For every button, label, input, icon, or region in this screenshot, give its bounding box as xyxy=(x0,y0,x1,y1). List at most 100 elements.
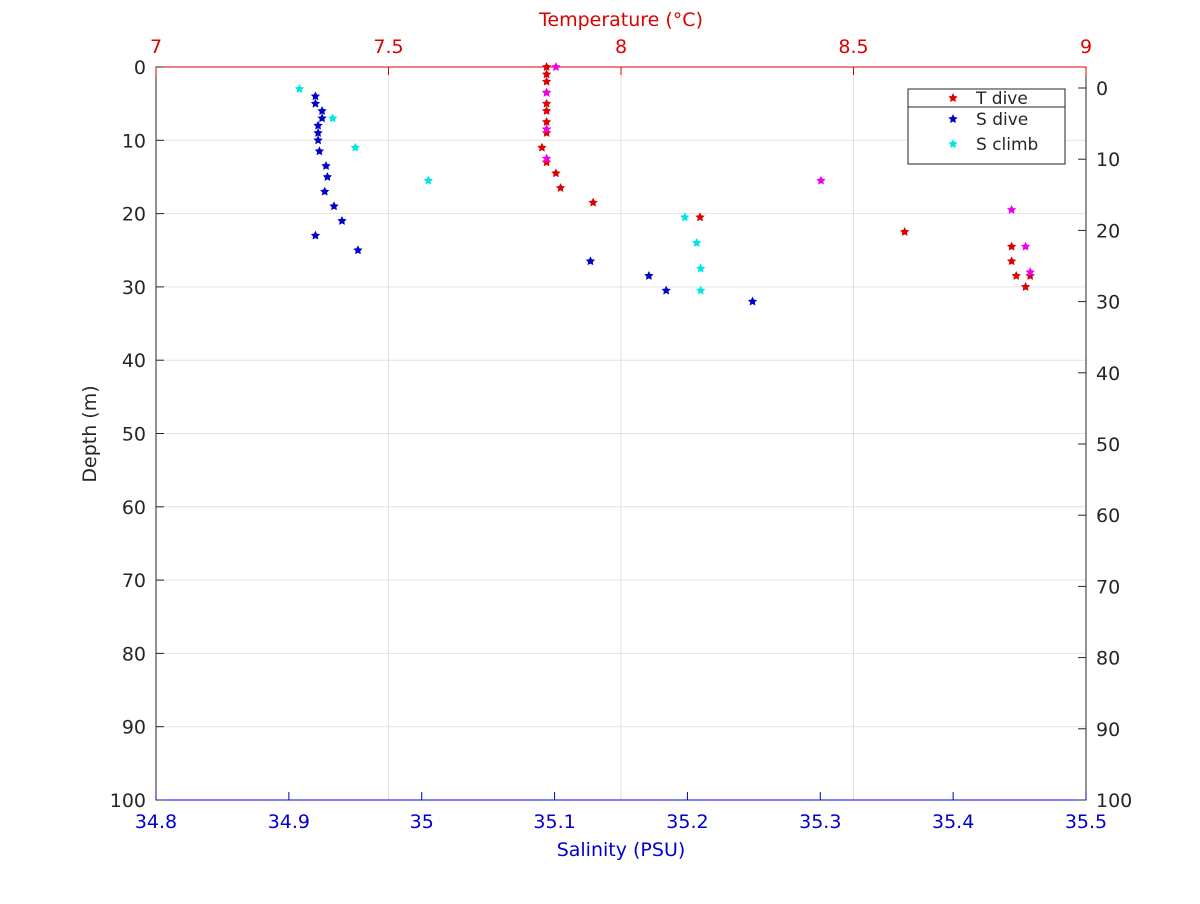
data-point-t-dive xyxy=(541,157,552,167)
tick-label-depth-right: 100 xyxy=(1096,790,1132,812)
tick-layer: 0 10 20 30 40 50 60 70 80 90 100 0 10 20 30 40 50 60 70 80 9… xyxy=(110,36,1133,833)
data-point-s-dive xyxy=(644,271,654,280)
tick-label-depth-right: 10 xyxy=(1096,149,1120,171)
legend-marker xyxy=(948,139,958,148)
tick-label-depth-left: 10 xyxy=(122,130,146,152)
tick-label-depth-right: 50 xyxy=(1096,434,1120,456)
data-point-s-climb xyxy=(294,84,305,93)
data-point-s-dive xyxy=(661,285,671,295)
legend-marker xyxy=(948,114,958,123)
tick-label-depth-right: 40 xyxy=(1096,363,1120,385)
tick-label-depth-left: 90 xyxy=(122,717,146,739)
tick-label-salinity: 35.1 xyxy=(533,811,575,833)
data-point-s-dive xyxy=(337,216,347,225)
data-point-s-climb xyxy=(328,113,338,123)
data-point-s-dive xyxy=(747,296,758,306)
tick-label-depth-left: 80 xyxy=(122,643,146,665)
data-point-t-dive xyxy=(541,106,552,115)
data-point-s-climb xyxy=(350,142,360,152)
tick-label-temperature: 8 xyxy=(615,36,627,58)
tick-label-salinity: 35.3 xyxy=(799,811,841,833)
tick-label-salinity: 35.2 xyxy=(666,811,708,833)
data-point-s-dive xyxy=(585,256,596,266)
data-point-s-dive xyxy=(313,120,323,130)
tick-label-depth-left: 20 xyxy=(122,204,146,226)
data-point-t-dive xyxy=(541,76,552,86)
tick-label-depth-right: 20 xyxy=(1096,220,1120,242)
data-point-s-dive xyxy=(313,135,323,145)
data-point-series-3 xyxy=(1006,205,1017,214)
data-point-t-dive xyxy=(1011,271,1021,280)
data-point-t-dive xyxy=(541,128,552,137)
data-point-series-3 xyxy=(541,87,552,97)
data-point-s-dive xyxy=(310,98,321,108)
tick-label-temperature: 7.5 xyxy=(373,36,403,58)
x-axis-label-salinity: Salinity (PSU) xyxy=(557,839,686,861)
data-point-s-climb xyxy=(423,175,433,185)
data-point-s-climb xyxy=(680,212,690,222)
data-point-s-dive xyxy=(353,245,363,255)
data-point-series-3 xyxy=(551,62,561,71)
data-point-t-dive xyxy=(1020,282,1031,291)
grid-layer xyxy=(155,66,1087,801)
data-point-s-dive xyxy=(317,106,327,115)
data-point-s-dive xyxy=(313,128,323,137)
tick-label-depth-left: 70 xyxy=(122,570,146,592)
data-point-series-3 xyxy=(541,124,552,134)
tick-label-depth-left: 100 xyxy=(110,790,146,812)
tick-label-salinity: 35.4 xyxy=(932,811,974,833)
data-point-s-dive xyxy=(329,201,339,211)
legend-label: S dive xyxy=(976,110,1028,130)
data-point-s-climb xyxy=(696,263,706,273)
tick-label-salinity: 35.5 xyxy=(1065,811,1107,833)
tick-label-depth-right: 30 xyxy=(1096,292,1120,314)
tick-label-depth-right: 0 xyxy=(1096,78,1108,100)
data-point-s-climb xyxy=(692,238,702,247)
legend-label: T dive xyxy=(975,89,1028,109)
data-point-t-dive xyxy=(900,227,910,236)
data-point-t-dive xyxy=(537,142,547,152)
tick-label-depth-right: 80 xyxy=(1096,648,1120,670)
data-point-t-dive xyxy=(541,62,552,71)
tick-label-temperature: 9 xyxy=(1080,36,1092,58)
data-point-t-dive xyxy=(695,212,705,222)
data-point-t-dive xyxy=(588,197,598,207)
tick-label-salinity: 34.8 xyxy=(135,811,177,833)
tick-label-temperature: 8.5 xyxy=(838,36,868,58)
data-point-series-3 xyxy=(1025,267,1035,277)
tick-label-depth-left: 50 xyxy=(122,424,146,446)
tick-label-salinity: 35 xyxy=(410,811,434,833)
data-point-t-dive xyxy=(1006,241,1017,251)
legend-label: S climb xyxy=(976,135,1038,155)
tick-label-depth-left: 30 xyxy=(122,277,146,299)
tick-label-salinity: 34.9 xyxy=(268,811,310,833)
tick-label-depth-left: 60 xyxy=(122,497,146,519)
data-point-s-dive xyxy=(320,186,330,196)
data-point-s-dive xyxy=(317,113,327,123)
data-point-t-dive xyxy=(1006,256,1017,266)
tick-label-temperature: 7 xyxy=(150,36,162,58)
tick-label-depth-right: 90 xyxy=(1096,719,1120,741)
legend-marker xyxy=(948,93,958,102)
data-point-t-dive xyxy=(555,183,566,192)
data-point-t-dive xyxy=(1025,271,1035,280)
tick-label-depth-right: 60 xyxy=(1096,505,1120,527)
data-point-series-3 xyxy=(541,153,552,163)
data-point-s-climb xyxy=(696,285,706,295)
data-point-series-3 xyxy=(1020,241,1031,251)
y-axis-label: Depth (m) xyxy=(79,385,101,482)
data-point-t-dive xyxy=(551,168,561,178)
points-layer xyxy=(294,62,1035,306)
data-point-t-dive xyxy=(541,69,552,79)
legend-box-front xyxy=(907,106,1066,165)
data-point-series-3 xyxy=(816,175,826,185)
data-point-s-dive xyxy=(322,172,333,181)
data-point-s-dive xyxy=(310,230,321,240)
data-point-s-dive xyxy=(314,146,325,156)
tick-label-depth-left: 40 xyxy=(122,350,146,372)
data-point-t-dive xyxy=(541,117,552,126)
tick-label-depth-right: 70 xyxy=(1096,576,1120,598)
